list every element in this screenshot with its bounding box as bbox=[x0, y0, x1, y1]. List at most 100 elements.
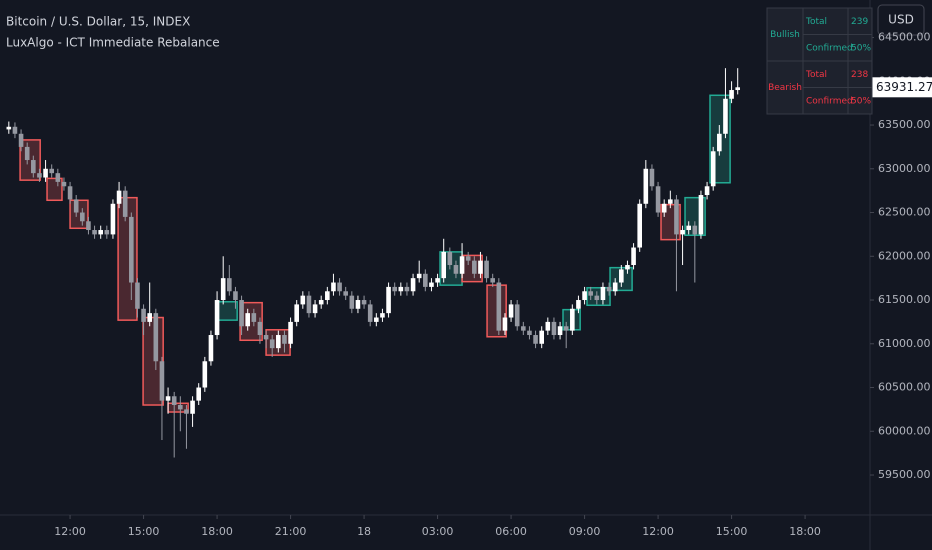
candle-body bbox=[570, 308, 575, 331]
candle-body bbox=[625, 265, 630, 270]
candle-body bbox=[551, 321, 557, 336]
candle-body bbox=[116, 190, 122, 204]
candle-body bbox=[312, 304, 318, 314]
candle-body bbox=[104, 230, 110, 235]
candle-body bbox=[655, 186, 661, 213]
candle-body bbox=[98, 230, 103, 235]
candle-body bbox=[563, 326, 569, 331]
candle-body bbox=[539, 330, 544, 344]
candle-body bbox=[717, 133, 722, 152]
candle-body bbox=[521, 326, 526, 331]
candle-body bbox=[416, 273, 422, 279]
candle-body bbox=[141, 308, 146, 322]
candle-body bbox=[61, 181, 67, 187]
candle-body bbox=[472, 260, 477, 274]
candle-body bbox=[606, 286, 612, 292]
candle-body bbox=[398, 286, 404, 292]
candle-body bbox=[465, 256, 471, 261]
candle-body bbox=[153, 313, 159, 362]
candle-body bbox=[404, 286, 410, 292]
currency-button[interactable] bbox=[877, 4, 925, 36]
candle-body bbox=[318, 300, 324, 305]
candle-body bbox=[239, 300, 244, 327]
x-tick-label: 18:00 bbox=[201, 525, 233, 538]
stats-row-value: 50% bbox=[851, 43, 871, 53]
candle-body bbox=[300, 295, 306, 305]
candle-body bbox=[680, 230, 685, 235]
candle-body bbox=[600, 286, 606, 301]
candle-body bbox=[441, 251, 446, 279]
x-tick-label: 06:00 bbox=[495, 525, 527, 538]
candle-body bbox=[92, 230, 97, 235]
candle-body bbox=[294, 304, 299, 322]
y-tick-label: 63000.00 bbox=[878, 162, 931, 175]
candle-body bbox=[453, 265, 459, 274]
candle-body bbox=[349, 295, 355, 309]
candle-body bbox=[306, 295, 312, 314]
candle-body bbox=[619, 269, 624, 283]
candle-body bbox=[661, 203, 667, 213]
candle-body bbox=[637, 203, 642, 248]
stats-row-name: Confirmed bbox=[806, 96, 853, 106]
candle-body bbox=[735, 87, 740, 91]
candle-body bbox=[588, 291, 593, 296]
candle-body bbox=[508, 304, 514, 318]
stats-group-label: Bearish bbox=[768, 83, 802, 93]
candle-body bbox=[478, 260, 483, 274]
y-tick-label: 61000.00 bbox=[878, 337, 931, 350]
candle-body bbox=[490, 278, 495, 283]
candle-body bbox=[367, 304, 373, 322]
candle-body bbox=[355, 300, 361, 309]
candle-body bbox=[31, 160, 36, 174]
candle-body bbox=[576, 300, 581, 309]
candle-body bbox=[80, 212, 85, 222]
candle-body bbox=[24, 146, 30, 161]
candle-body bbox=[674, 199, 679, 235]
candle-body bbox=[135, 282, 140, 309]
candle-body bbox=[545, 321, 551, 331]
candle-body bbox=[704, 186, 710, 196]
candle-body bbox=[484, 260, 489, 279]
stats-group-label: Bullish bbox=[770, 30, 800, 40]
candle-body bbox=[202, 361, 208, 388]
x-tick-label: 15:00 bbox=[128, 525, 160, 538]
rebalance-zone bbox=[69, 199, 89, 230]
x-tick-label: 12:00 bbox=[54, 525, 86, 538]
candle-body bbox=[165, 396, 171, 401]
candle-body bbox=[649, 168, 655, 187]
candle-body bbox=[147, 313, 152, 322]
stats-row-name: Confirmed bbox=[806, 43, 853, 53]
stats-row-name: Total bbox=[805, 17, 827, 27]
x-tick-label: 18 bbox=[357, 525, 371, 538]
candle-body bbox=[214, 300, 220, 336]
candle-body bbox=[643, 168, 649, 204]
candle-body bbox=[698, 195, 704, 235]
candle-body bbox=[178, 405, 183, 410]
candle-body bbox=[122, 190, 128, 217]
candle-body bbox=[37, 173, 42, 178]
candle-body bbox=[55, 173, 61, 182]
candle-body bbox=[257, 321, 263, 336]
x-tick-label: 03:00 bbox=[422, 525, 454, 538]
candle-body bbox=[18, 133, 24, 147]
candle-body bbox=[263, 335, 269, 340]
candle-body bbox=[233, 291, 238, 301]
candle-body bbox=[380, 313, 385, 318]
stats-cell bbox=[847, 87, 873, 115]
candle-body bbox=[325, 291, 330, 301]
candle-body bbox=[251, 313, 257, 322]
candle-body bbox=[729, 90, 734, 99]
x-tick-label: 15:00 bbox=[716, 525, 748, 538]
currency-label: USD bbox=[888, 13, 914, 27]
candle-body bbox=[514, 304, 520, 327]
candle-body bbox=[227, 278, 232, 292]
candle-body bbox=[447, 251, 453, 266]
y-tick-label: 61500.00 bbox=[878, 293, 931, 306]
last-price-label: 63931.27 bbox=[876, 80, 932, 94]
candle-body bbox=[196, 387, 201, 401]
y-tick-label: 64500.00 bbox=[878, 31, 931, 44]
candle-body bbox=[527, 330, 532, 336]
candle-body bbox=[496, 282, 502, 331]
candle-body bbox=[429, 282, 434, 287]
candle-body bbox=[502, 317, 508, 331]
